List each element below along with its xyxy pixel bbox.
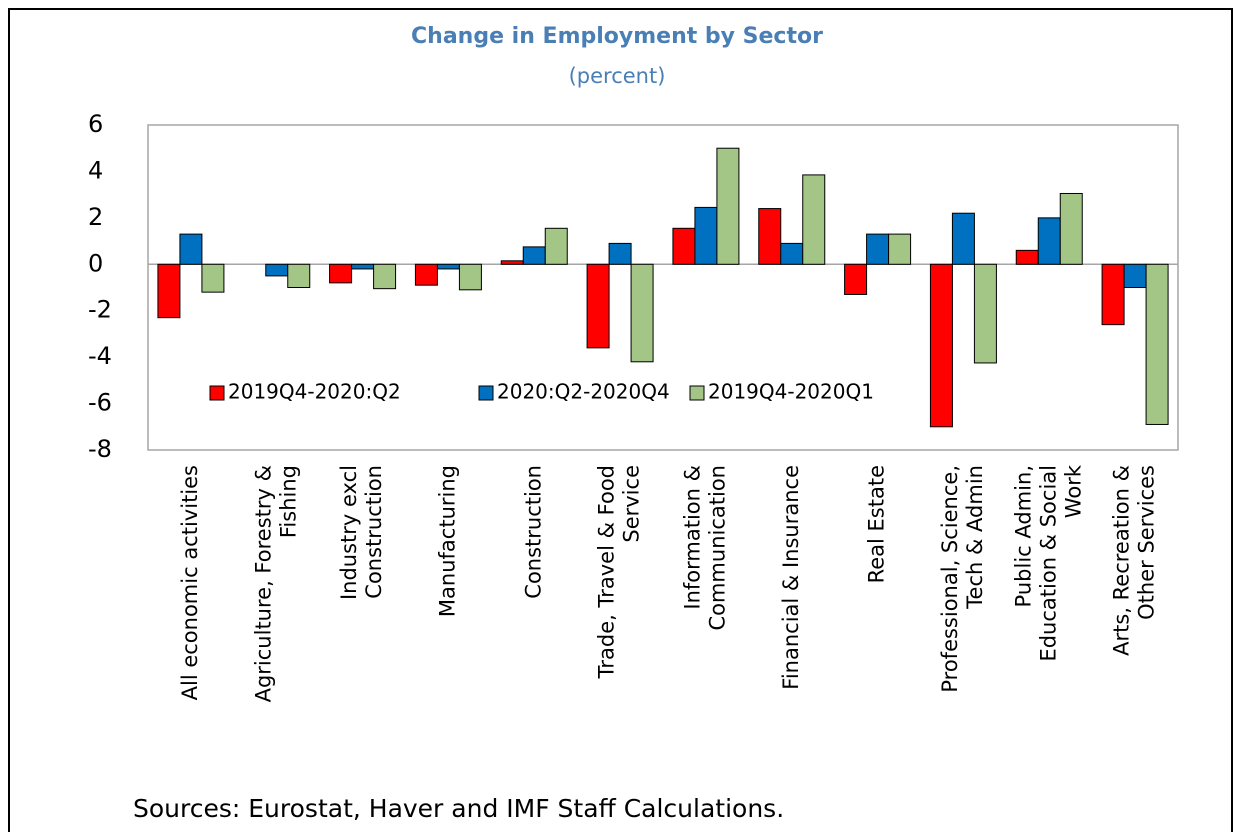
bar bbox=[436, 263, 460, 270]
y-tick-label: 2 bbox=[88, 203, 103, 231]
bar bbox=[329, 263, 353, 284]
x-tick-label: All economic activities bbox=[178, 465, 202, 700]
bar bbox=[287, 263, 311, 288]
legend-label: 2019Q4-2020:Q2 bbox=[228, 380, 401, 404]
bar bbox=[630, 263, 654, 363]
x-tick-label: Real Estate bbox=[865, 465, 889, 583]
bar bbox=[1059, 192, 1083, 265]
bar bbox=[866, 233, 890, 265]
x-tick-label: Financial & Insurance bbox=[779, 465, 803, 690]
bar bbox=[265, 263, 289, 277]
bar bbox=[888, 233, 912, 265]
x-tick-label: Manufacturing bbox=[435, 465, 459, 617]
bar bbox=[1101, 263, 1125, 326]
bar bbox=[157, 263, 181, 319]
frame bbox=[8, 8, 1233, 832]
legend-swatch bbox=[689, 385, 705, 401]
bar bbox=[522, 246, 546, 265]
x-tick-label: Professional, Science,Tech & Admin bbox=[938, 465, 987, 693]
y-tick-label: -4 bbox=[88, 342, 112, 370]
chart-title: Change in Employment by Sector bbox=[411, 24, 823, 49]
bar bbox=[608, 242, 632, 265]
x-tick-label: Agriculture, Forestry &Fishing bbox=[251, 465, 300, 702]
legend-label: 2019Q4-2020Q1 bbox=[708, 380, 874, 404]
bar bbox=[1123, 263, 1147, 288]
chart-subtitle: (percent) bbox=[569, 64, 666, 88]
bar bbox=[414, 263, 438, 286]
x-tick-label: Information &Communication bbox=[680, 465, 729, 631]
y-tick-label: 4 bbox=[88, 156, 103, 184]
legend-swatch bbox=[209, 385, 225, 401]
bar bbox=[694, 206, 718, 265]
x-tick-label: Public Admin,Education & SocialWork bbox=[1011, 464, 1085, 661]
y-tick-label: -6 bbox=[88, 389, 112, 417]
bar bbox=[758, 208, 782, 265]
bar bbox=[1015, 249, 1039, 265]
bar bbox=[973, 263, 997, 364]
bar bbox=[802, 174, 826, 265]
bar bbox=[351, 263, 375, 270]
bar bbox=[672, 227, 696, 265]
x-tick-label: Construction bbox=[521, 465, 545, 599]
bar bbox=[1145, 263, 1169, 425]
bar bbox=[780, 242, 804, 265]
bar bbox=[929, 263, 953, 428]
source-note: Sources: Eurostat, Haver and IMF Staff C… bbox=[133, 794, 784, 823]
y-tick-label: 6 bbox=[88, 110, 103, 138]
bar bbox=[951, 212, 975, 265]
bar bbox=[844, 263, 868, 295]
x-tick-label: Industry exclConstruction bbox=[337, 465, 386, 600]
y-tick-label: -8 bbox=[88, 435, 112, 463]
bar bbox=[1037, 217, 1061, 265]
x-tick-label: Trade, Travel & FoodService bbox=[595, 465, 644, 679]
bar bbox=[544, 227, 568, 265]
bar bbox=[586, 263, 610, 349]
y-tick-label: -2 bbox=[88, 296, 112, 324]
bar bbox=[179, 233, 203, 265]
plot-area bbox=[147, 124, 1179, 451]
bar bbox=[500, 260, 524, 265]
x-tick-label: Arts, Recreation &Other Services bbox=[1110, 465, 1159, 656]
bar bbox=[458, 263, 482, 291]
legend-label: 2020:Q2-2020Q4 bbox=[497, 380, 670, 404]
bar bbox=[716, 147, 740, 265]
y-tick-label: 0 bbox=[88, 249, 103, 277]
bar bbox=[373, 263, 397, 290]
legend-swatch bbox=[478, 385, 494, 401]
bar bbox=[201, 263, 225, 293]
